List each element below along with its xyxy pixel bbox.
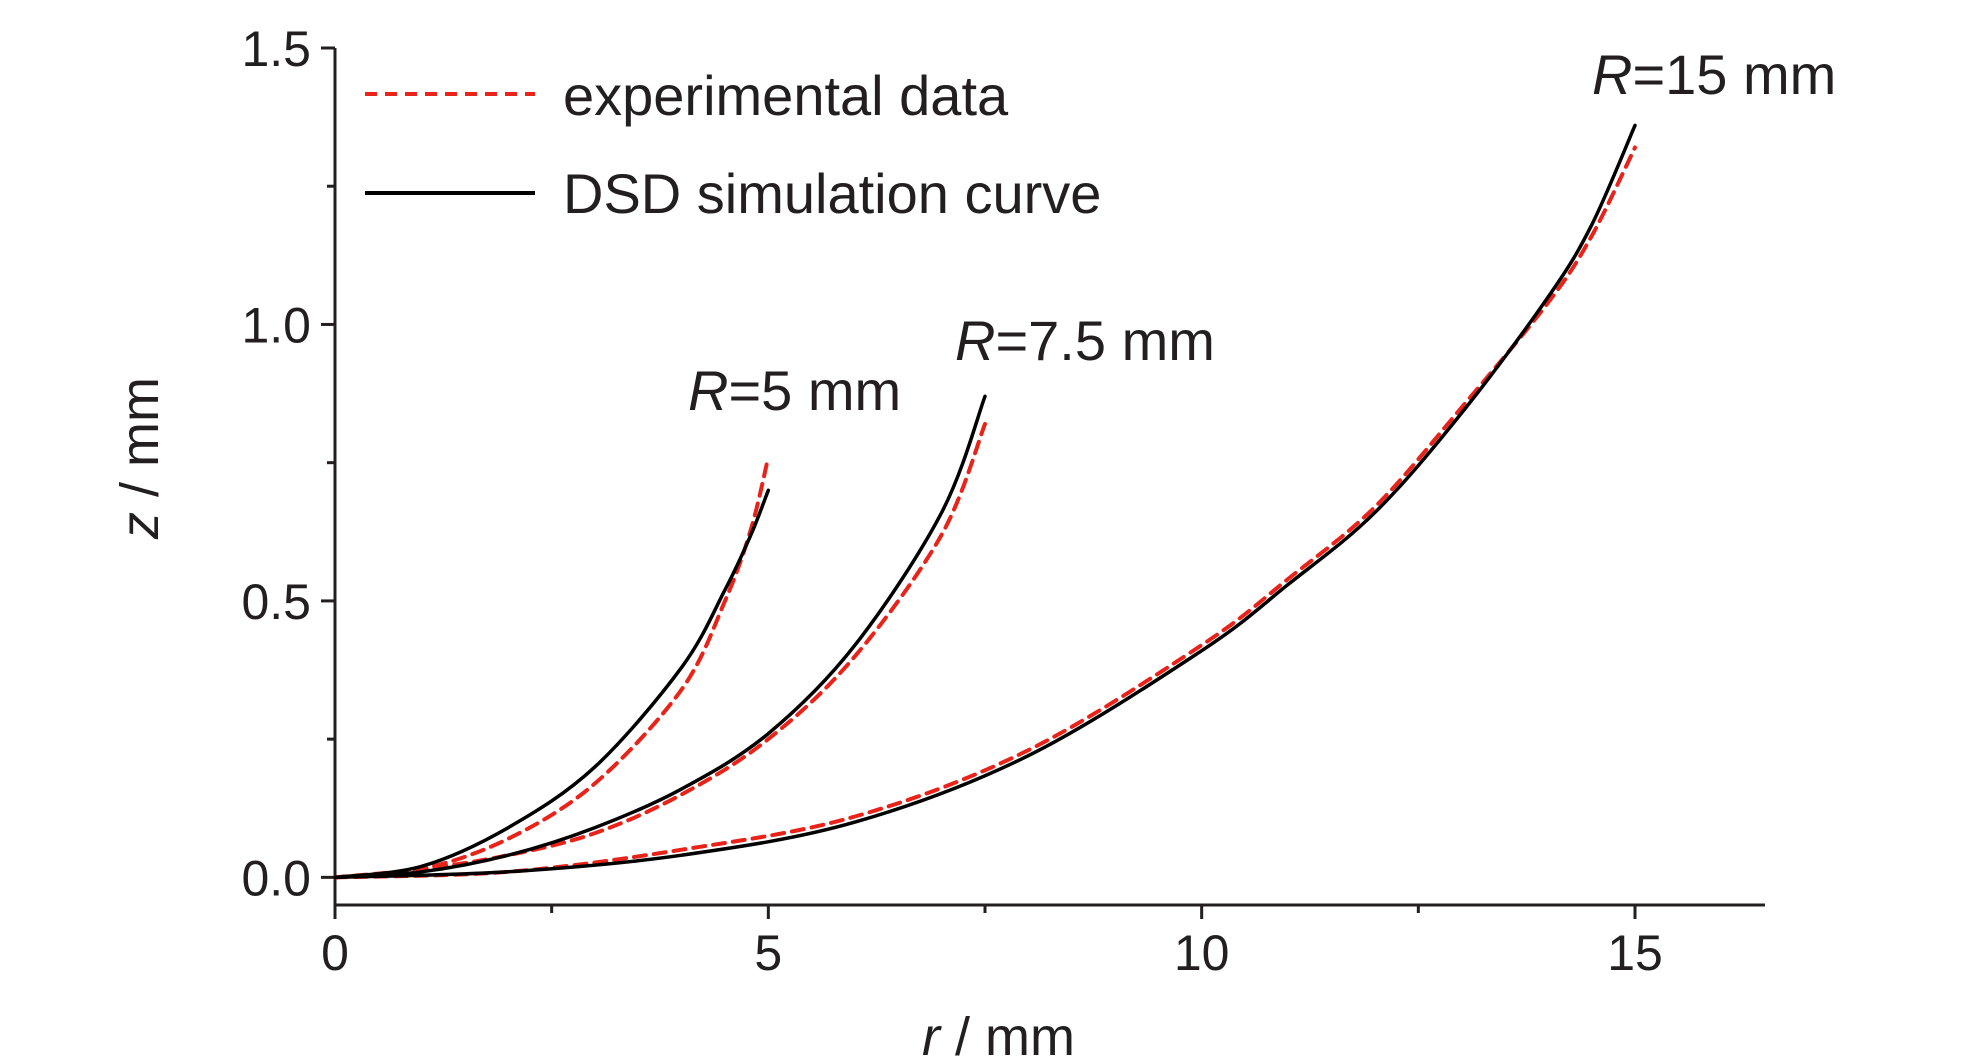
y-axis-label: z / mm: [110, 377, 170, 540]
x-tick-label: 15: [1607, 925, 1663, 981]
x-axis-label: r / mm: [922, 1007, 1075, 1063]
series-line-r-15-mm-experimental: [333, 145, 1637, 880]
x-tick-label: 5: [754, 925, 782, 981]
x-tick-label: 0: [321, 925, 349, 981]
series-line-r-7-5-mm-experimental: [333, 422, 987, 880]
series-line-r-5-mm-experimental: [333, 455, 771, 880]
y-tick-label: 0.0: [241, 850, 311, 906]
series-line-r-15-mm-simulation: [333, 123, 1637, 880]
annotation-r5: R=5 mm: [688, 359, 901, 422]
series-line-r-5-mm-simulation: [333, 488, 771, 880]
annotation-r7-5: R=7.5 mm: [955, 309, 1215, 372]
legend: experimental data DSD simulation curve: [365, 64, 1101, 225]
axes: 0 5 10 15 0.0 0.5 1.0 1.5: [241, 21, 1765, 981]
y-tick-label: 0.5: [241, 574, 311, 630]
y-tick-label: 1.0: [241, 297, 311, 353]
y-tick-label: 1.5: [241, 21, 311, 77]
series-layer: [333, 123, 1637, 880]
series-line-r-7-5-mm-simulation: [333, 394, 987, 880]
annotation-r15: R=15 mm: [1592, 43, 1836, 106]
legend-label-simulation: DSD simulation curve: [563, 162, 1101, 225]
x-tick-label: 10: [1174, 925, 1230, 981]
legend-label-experimental: experimental data: [563, 64, 1009, 127]
